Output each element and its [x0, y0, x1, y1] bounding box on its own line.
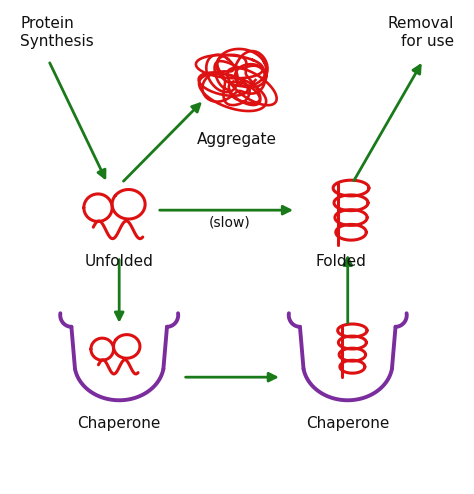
Text: Chaperone: Chaperone — [306, 416, 390, 431]
Text: (slow): (slow) — [209, 215, 251, 229]
Text: Aggregate: Aggregate — [197, 131, 277, 147]
Text: Removal
for use: Removal for use — [387, 16, 454, 48]
Text: Unfolded: Unfolded — [85, 254, 154, 269]
Text: Chaperone: Chaperone — [78, 416, 161, 431]
Text: Protein
Synthesis: Protein Synthesis — [20, 16, 94, 48]
Text: Folded: Folded — [315, 254, 366, 269]
